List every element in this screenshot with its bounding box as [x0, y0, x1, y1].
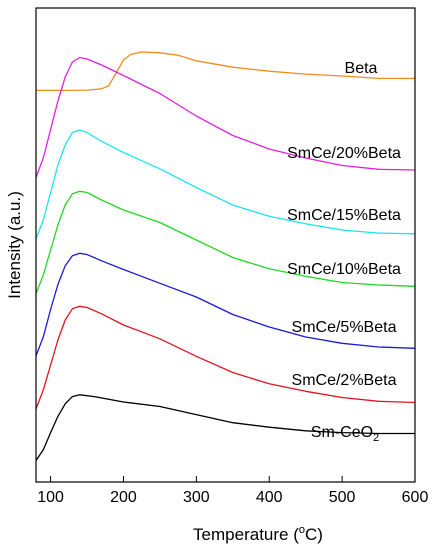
x-tick-label: 400 — [256, 489, 283, 506]
series-line-smce-2-beta — [35, 305, 416, 410]
series-label-smce-15-beta: SmCe/15%Beta — [287, 207, 401, 224]
series-line-beta — [36, 51, 415, 92]
x-axis-title-degree: o — [299, 524, 305, 536]
series-label-smce-20-beta: SmCe/20%Beta — [287, 145, 401, 162]
series-label-smce-10-beta: SmCe/10%Beta — [287, 261, 401, 278]
x-axis-ticks: 100 200 300 400 500 600 — [37, 476, 428, 506]
series-line-smce-20-beta — [35, 56, 416, 178]
x-tick-label: 500 — [329, 489, 356, 506]
series-line-smce-10-beta — [35, 190, 416, 295]
series-label-smce-2-beta: SmCe/2%Beta — [292, 372, 397, 389]
series-line-sm-ceo — [35, 394, 415, 461]
series-line-smce-15-beta — [35, 129, 416, 240]
series-labels: Beta SmCe/20%Beta SmCe/15%Beta SmCe/10%Beta… — [287, 60, 401, 444]
series-label-smce-5-beta: SmCe/5%Beta — [292, 319, 397, 336]
x-tick-label: 200 — [110, 489, 137, 506]
x-axis-title-unit: C) — [305, 525, 323, 544]
x-tick-label: 600 — [402, 489, 429, 506]
plot-frame — [35, 7, 416, 483]
series-label-sm-ceo: Sm-CeO2 — [311, 424, 379, 444]
x-tick-label: 100 — [37, 489, 64, 506]
series-label-beta: Beta — [345, 60, 378, 77]
x-tick-label: 300 — [183, 489, 210, 506]
series-curves — [35, 51, 416, 461]
x-axis-title-main: Temperature ( — [193, 525, 299, 544]
y-axis-title: Intensity (a.u.) — [5, 191, 24, 299]
x-axis-title: Temperature (oC) — [193, 524, 323, 544]
series-line-smce-5-beta — [35, 252, 416, 357]
